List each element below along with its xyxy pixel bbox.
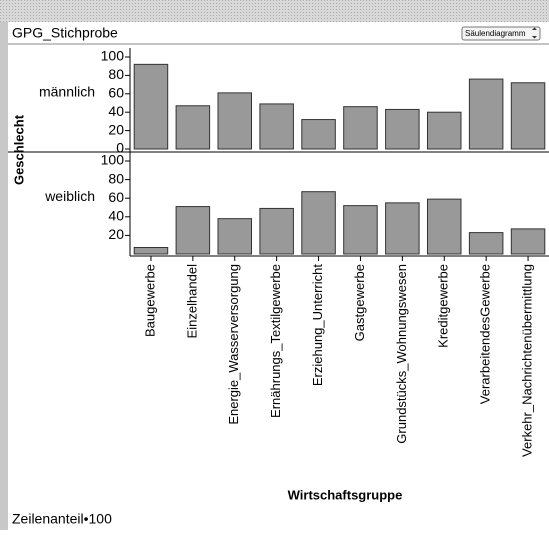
bar	[426, 198, 462, 255]
x-tick-label: Erziehung_Unterricht	[310, 264, 325, 387]
bar	[301, 191, 336, 255]
bar	[301, 119, 336, 150]
bar	[385, 202, 420, 255]
bar	[217, 218, 253, 255]
y-tick-label: 100	[101, 48, 125, 64]
y-tick-label: 60	[108, 189, 124, 205]
chart-menu[interactable]: Säulendiagramm	[461, 26, 541, 41]
y-tick-label: 0	[116, 140, 124, 156]
bar	[510, 228, 546, 255]
bar	[175, 206, 211, 255]
y-tick-label: 80	[108, 170, 124, 186]
x-tick-label: Energie_Wasserversorgung	[226, 264, 241, 425]
x-tick-label: Baugewerbe	[142, 264, 157, 337]
title-bar	[0, 0, 549, 22]
y-tick-label: 40	[108, 208, 124, 224]
bar	[426, 111, 462, 150]
bar	[468, 232, 504, 255]
bar	[385, 108, 420, 150]
x-tick-label: Einzelhandel	[184, 264, 199, 339]
y-tick-label: 60	[108, 85, 124, 101]
y-tick-label: 100	[101, 152, 125, 168]
left-border	[0, 22, 8, 530]
bar	[468, 78, 504, 150]
y-tick-label: 80	[108, 66, 124, 82]
x-tick-label: VerarbeitendesGewerbe	[478, 264, 493, 404]
panel-label: weiblich	[44, 188, 95, 204]
x-tick-label: Verkehr_Nachrichtenübermittlung	[519, 264, 534, 457]
chart-menu-label[interactable]: Säulendiagramm	[465, 29, 526, 38]
x-axis-label: Wirtschaftsgruppe	[288, 487, 403, 502]
panel-label: männlich	[39, 84, 95, 100]
footer-formula: Zeilenanteil•100	[12, 511, 112, 527]
bar	[133, 63, 169, 150]
bar	[343, 106, 378, 150]
bar	[510, 82, 546, 150]
y-tick-label: 20	[108, 121, 124, 137]
x-tick-label: Ernährungs_Textilgewerbe	[268, 264, 283, 418]
bar	[133, 246, 169, 255]
y-tick-label: 20	[108, 226, 124, 242]
bar	[175, 105, 211, 150]
x-tick-label: Kreditgewerbe	[436, 264, 451, 348]
x-tick-label: Gastgewerbe	[352, 264, 367, 341]
bar	[217, 92, 253, 150]
bar	[259, 103, 294, 150]
y-axis-label: Geschlecht	[11, 114, 26, 185]
bar	[259, 207, 294, 255]
chart-title: GPG_Stichprobe	[12, 25, 118, 41]
y-tick-label: 40	[108, 103, 124, 119]
bar	[343, 205, 378, 255]
x-tick-label: Grundstücks_Wohnungswesen	[394, 264, 409, 444]
